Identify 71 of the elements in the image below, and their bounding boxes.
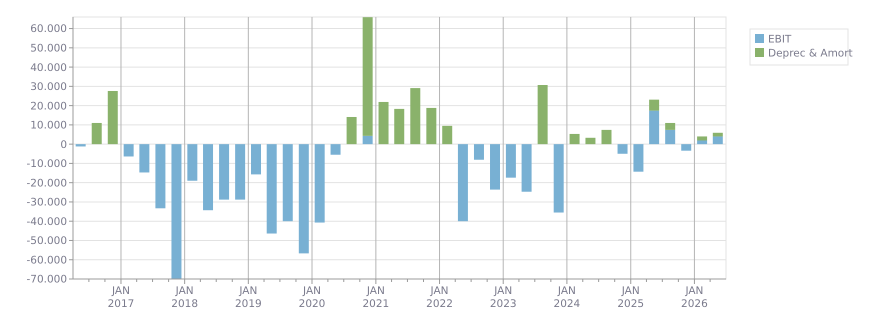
x-tick-label: JAN 2024 xyxy=(554,285,581,310)
y-tick-label: 0 xyxy=(60,138,67,151)
y-tick-label: 50.000 xyxy=(30,42,67,54)
bar xyxy=(474,144,484,160)
y-tick-label: 10.000 xyxy=(30,120,67,132)
bar xyxy=(266,144,277,234)
bar xyxy=(171,144,182,279)
y-tick-label: 40.000 xyxy=(30,62,67,74)
bar xyxy=(506,144,516,178)
bar xyxy=(554,144,564,213)
y-tick-label: -30.000 xyxy=(26,196,67,209)
bar xyxy=(601,130,612,144)
y-tick-label: -50.000 xyxy=(26,235,67,248)
x-tick-label: JAN 2021 xyxy=(362,285,390,310)
bar xyxy=(522,144,532,192)
bar xyxy=(649,110,660,144)
y-tick-label: -20.000 xyxy=(26,177,67,190)
bar xyxy=(235,144,246,200)
bar xyxy=(155,144,166,208)
bar xyxy=(282,144,293,222)
x-tick-label: JAN 2023 xyxy=(490,285,517,310)
y-tick-label: -10.000 xyxy=(26,158,67,170)
bar xyxy=(570,134,580,144)
x-tick-label: JAN 2022 xyxy=(426,285,453,310)
bar xyxy=(298,144,309,254)
bar xyxy=(203,144,214,210)
bar xyxy=(618,144,628,154)
y-tick-label: -60.000 xyxy=(26,254,67,266)
bar xyxy=(187,144,198,181)
bar xyxy=(442,126,452,144)
y-tick-label: -70.000 xyxy=(26,274,67,286)
bar xyxy=(697,136,708,140)
x-tick-label: JAN 2017 xyxy=(108,285,134,310)
bar xyxy=(330,144,341,155)
y-tick-label: 60.000 xyxy=(30,23,67,36)
bar xyxy=(458,144,468,222)
bar xyxy=(697,140,708,144)
bar xyxy=(585,138,596,144)
bar xyxy=(108,90,118,144)
bar xyxy=(665,130,676,144)
x-tick-label: JAN 2018 xyxy=(171,285,198,310)
bar xyxy=(633,144,644,172)
bar xyxy=(219,144,230,200)
bar xyxy=(394,108,404,144)
bar xyxy=(410,88,420,144)
x-tick-label: JAN 2025 xyxy=(617,285,644,310)
bar xyxy=(314,144,325,223)
bar xyxy=(665,122,676,130)
bar xyxy=(538,85,548,144)
bar xyxy=(490,144,500,190)
y-tick-label: 30.000 xyxy=(30,81,67,94)
bar xyxy=(362,136,373,144)
bar xyxy=(92,122,102,144)
legend-label: Deprec & Amort xyxy=(768,48,853,60)
bar xyxy=(712,132,723,136)
y-tick-label: 20.000 xyxy=(30,100,67,112)
bar xyxy=(712,136,723,144)
x-tick-label: JAN 2020 xyxy=(298,285,326,310)
legend-label: EBIT xyxy=(768,34,792,46)
bar xyxy=(251,144,262,174)
bar xyxy=(426,108,436,144)
bar xyxy=(362,17,373,136)
bar xyxy=(124,144,134,156)
bar xyxy=(681,144,692,151)
x-tick-label: JAN 2019 xyxy=(234,285,262,310)
bar xyxy=(139,144,150,172)
y-tick-label: -40.000 xyxy=(26,216,67,228)
x-tick-label: JAN 2026 xyxy=(681,285,708,310)
bar xyxy=(649,100,660,111)
bar xyxy=(346,116,357,144)
bar xyxy=(378,102,389,144)
